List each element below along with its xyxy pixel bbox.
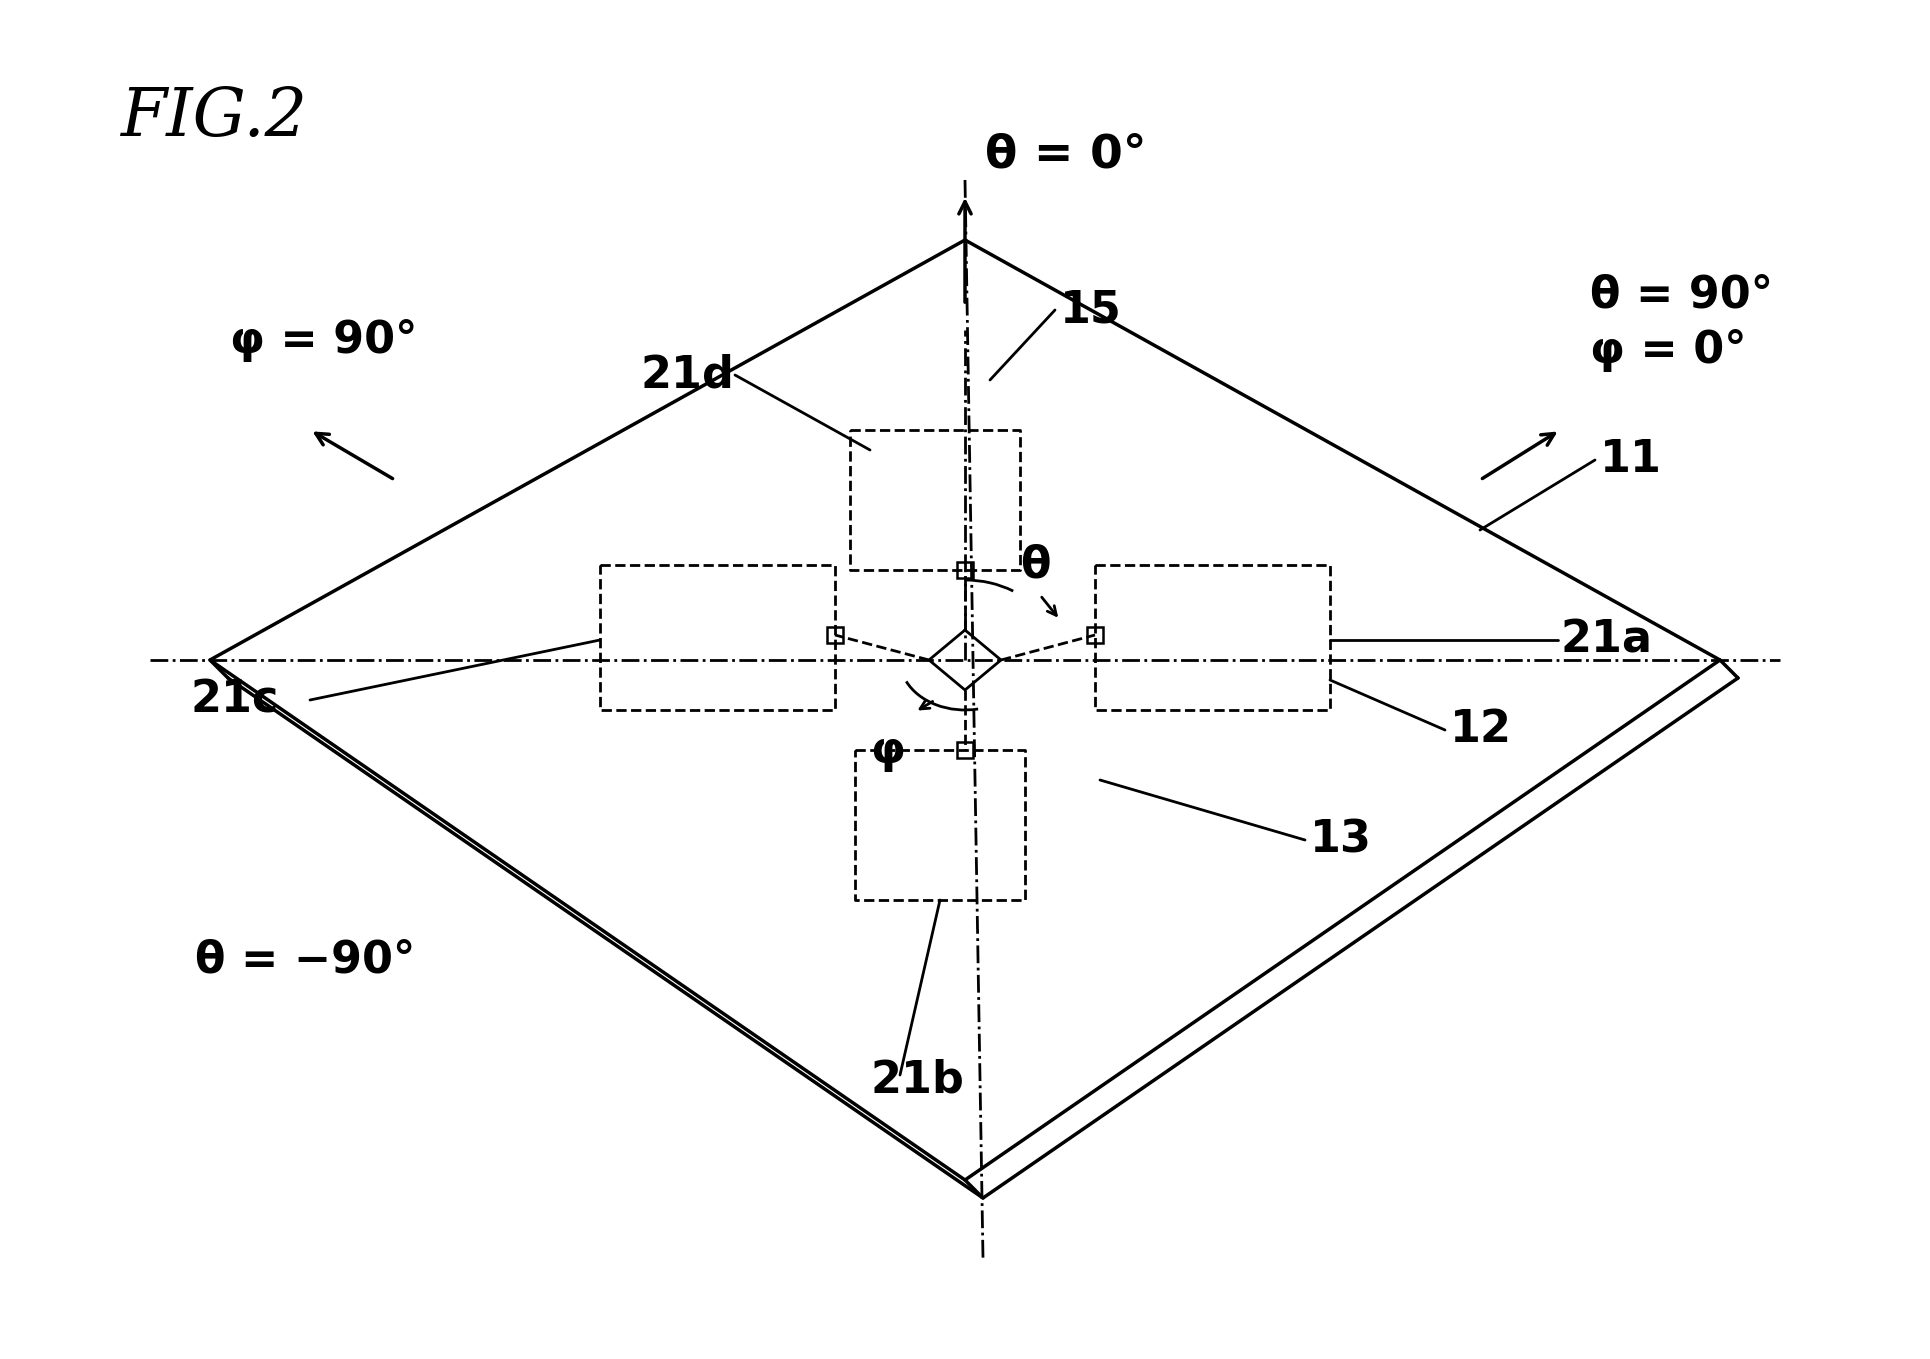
Text: φ: φ [870,728,905,772]
Text: φ = 0°: φ = 0° [1590,329,1747,371]
Text: θ: θ [1019,544,1050,587]
Text: θ = 0°: θ = 0° [984,132,1146,178]
Text: θ = −90°: θ = −90° [195,939,415,981]
Bar [826,626,843,643]
Bar [957,563,973,578]
Text: 11: 11 [1600,439,1662,481]
Text: FIG.2: FIG.2 [120,86,307,151]
Text: 21b: 21b [870,1059,963,1102]
Text: 15: 15 [1060,288,1121,332]
Bar [1087,626,1104,643]
Text: 12: 12 [1449,708,1511,752]
Text: 13: 13 [1310,818,1372,862]
Text: 21c: 21c [189,678,278,722]
Text: 21d: 21d [641,353,733,397]
Text: φ = 90°: φ = 90° [230,318,417,361]
Text: 21a: 21a [1559,618,1652,662]
Text: θ = 90°: θ = 90° [1590,273,1774,317]
Bar [957,742,973,758]
